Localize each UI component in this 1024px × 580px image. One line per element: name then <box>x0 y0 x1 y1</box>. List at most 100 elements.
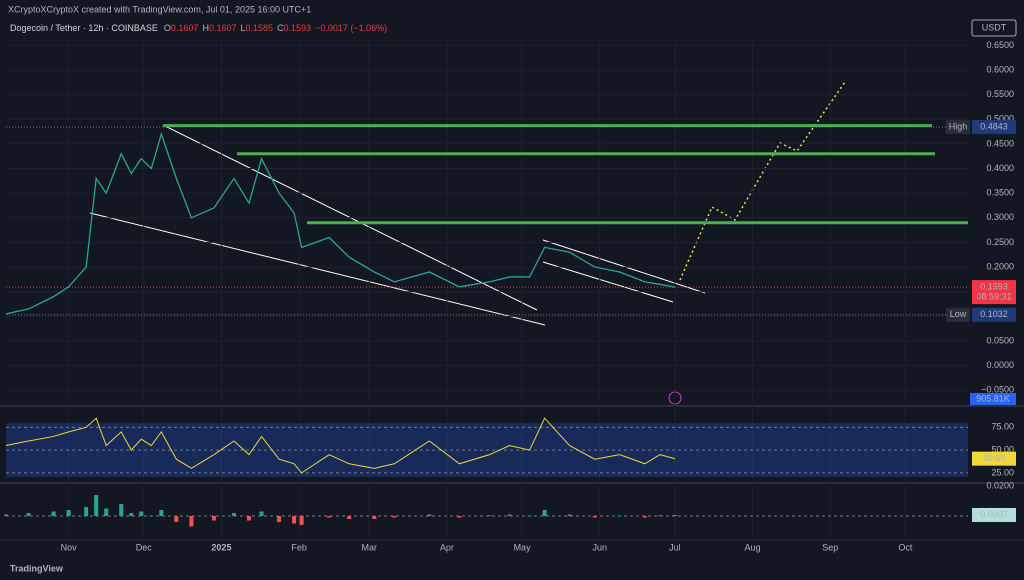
rsi-last: 40.60 <box>983 453 1006 463</box>
symbol: Dogecoin / Tether · 12h · COINBASE <box>10 23 158 33</box>
macd-bar <box>211 516 216 521</box>
x-tick-label: Jul <box>669 542 681 552</box>
macd-bar <box>292 516 297 524</box>
last-badge <box>972 280 1016 305</box>
macd-bar <box>139 511 144 517</box>
macd-bar <box>657 515 662 517</box>
trendline <box>89 212 546 326</box>
y-tick-label: 0.3000 <box>986 212 1014 222</box>
macd-bar <box>247 516 252 521</box>
y-tick-label: 0.5000 <box>986 114 1014 124</box>
low-value-box <box>972 307 1016 322</box>
macd-bar <box>427 514 432 517</box>
ohlc-value: 0.1585 <box>246 23 274 33</box>
y-tick-label: 0.6500 <box>986 40 1014 50</box>
y-tick-label: 0.0000 <box>986 360 1014 370</box>
macd-bar <box>4 514 8 517</box>
macd-bar <box>104 508 109 517</box>
macd-bar <box>66 510 71 517</box>
ohlc-key: L <box>240 23 245 33</box>
macd-bar <box>84 507 89 517</box>
high-value: 0.4843 <box>980 121 1008 131</box>
high-name: High <box>949 121 968 131</box>
x-tick-label: 2025 <box>211 542 231 552</box>
high-value-box <box>972 120 1016 135</box>
macd-bar <box>392 516 397 518</box>
y-tick-label: 0.3500 <box>986 188 1014 198</box>
macd-bar <box>457 516 462 518</box>
macd-badge <box>972 507 1016 522</box>
ohlc-line: Dogecoin / Tether · 12h · COINBASE O0.160… <box>10 23 387 33</box>
macd-bar <box>277 516 282 523</box>
macd-bar <box>51 511 56 517</box>
y-tick-label: 0.6000 <box>986 64 1014 74</box>
ohlc-value: 0.1607 <box>171 23 199 33</box>
macd-bar <box>542 510 547 517</box>
y-tick-label: −0.0500 <box>981 385 1014 395</box>
macd-bar <box>189 516 194 527</box>
macd-bar <box>26 513 31 517</box>
y-tick-label: 0.4000 <box>986 163 1014 173</box>
macd-bar <box>487 515 492 517</box>
x-tick-label: Sep <box>822 542 838 552</box>
ohlc-value: 0.1593 <box>284 23 312 33</box>
currency-box <box>971 19 1017 37</box>
x-tick-label: Mar <box>362 542 378 552</box>
macd-bar <box>347 516 352 520</box>
high-badge <box>946 120 970 135</box>
macd-bar <box>592 516 597 518</box>
ohlc-value: 0.1607 <box>209 23 237 33</box>
x-tick-label: Aug <box>745 542 761 552</box>
low-badge <box>946 307 970 322</box>
y-tick-label: 0.5500 <box>986 89 1014 99</box>
low-name: Low <box>950 309 967 319</box>
x-tick-label: Feb <box>291 542 307 552</box>
ohlc-change: −0.0017 (−1.06%) <box>315 23 387 33</box>
macd-bar <box>507 514 512 517</box>
y-tick-label: 0.4500 <box>986 138 1014 148</box>
currency: USDT <box>982 22 1007 32</box>
x-tick-label: Oct <box>898 542 913 552</box>
macd-bar <box>527 516 532 517</box>
footer-logo: TradingView <box>10 563 64 573</box>
y-tick-label: 0.2000 <box>986 261 1014 271</box>
volume-box <box>970 393 1016 405</box>
macd-bar <box>642 516 647 518</box>
macd-bar <box>231 513 236 517</box>
credit: XCryptoXCryptoX created with TradingView… <box>8 4 311 14</box>
macd-bar <box>129 513 134 517</box>
trendline <box>542 261 674 303</box>
price-line <box>5 131 676 315</box>
macd-bar <box>159 510 164 517</box>
y-tick-label: 0.2500 <box>986 237 1014 247</box>
macd-bar <box>174 516 179 523</box>
macd-bar <box>94 495 99 517</box>
macd-last: 0.0007 <box>980 509 1008 519</box>
rsi-line <box>5 417 676 474</box>
x-tick-label: Jun <box>592 542 607 552</box>
low-value: 0.1032 <box>980 309 1008 319</box>
macd-bar <box>299 516 304 526</box>
last-value: 0.1593 <box>980 281 1008 291</box>
macd-bar <box>567 514 572 517</box>
x-tick-label: Dec <box>136 542 153 552</box>
x-tick-label: Apr <box>440 542 454 552</box>
macd-bar <box>327 516 332 518</box>
x-tick-label: Nov <box>61 542 78 552</box>
countdown: 08:59:31 <box>976 291 1011 301</box>
macd-bar <box>617 516 622 517</box>
trendline <box>542 239 706 294</box>
macd-bar <box>672 514 677 517</box>
macd-bar <box>372 516 377 520</box>
rsi-tick-label: 50.00 <box>991 444 1014 454</box>
ohlc-key: O <box>164 23 171 33</box>
macd-bar <box>149 516 154 517</box>
macd-bar <box>119 504 124 517</box>
rsi-badge <box>972 451 1016 466</box>
y-tick-label: 0.0500 <box>986 335 1014 345</box>
volume-label: 905.81K <box>976 393 1010 403</box>
x-tick-label: May <box>514 542 532 552</box>
ohlc-key: C <box>277 23 284 33</box>
